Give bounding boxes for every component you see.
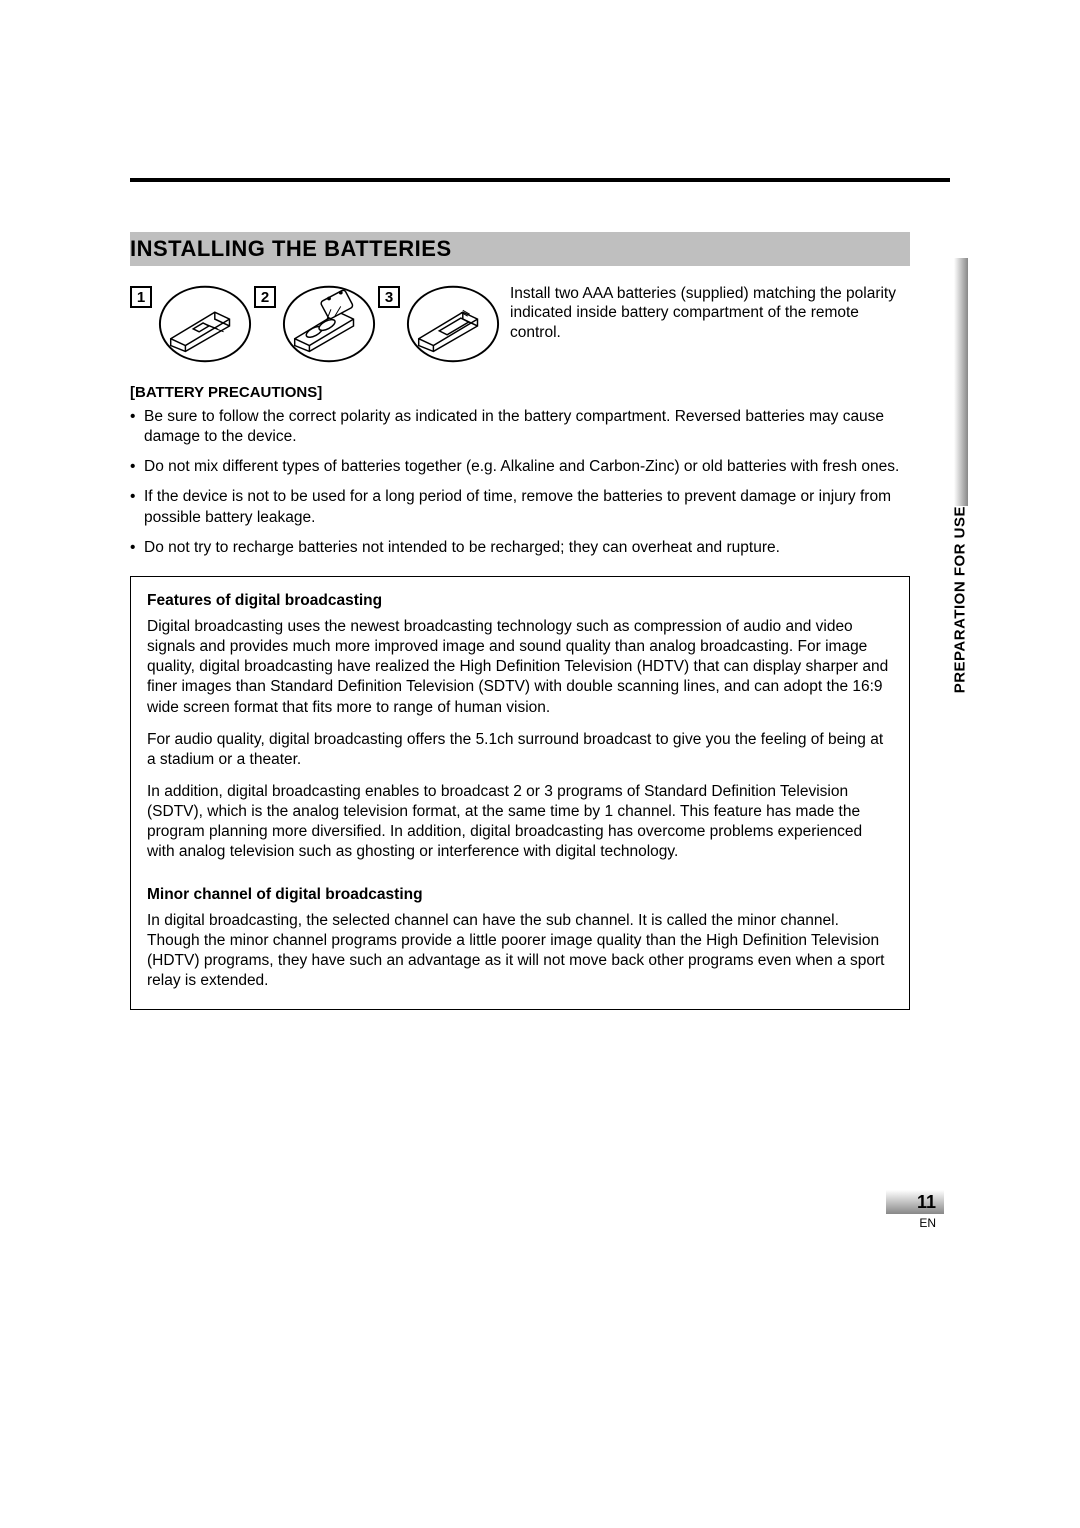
section-header: INSTALLING THE BATTERIES [130, 232, 910, 266]
remote-diagram-3-icon [404, 284, 502, 364]
language-code: EN [886, 1216, 944, 1230]
precautions-heading: [BATTERY PRECAUTIONS] [130, 384, 940, 401]
step-number: 1 [137, 289, 145, 306]
features-heading-1: Features of digital broadcasting [147, 591, 893, 611]
step-number: 2 [261, 289, 269, 306]
step-3: 3 [378, 284, 502, 364]
section-title: INSTALLING THE BATTERIES [130, 236, 910, 262]
page-content: INSTALLING THE BATTERIES 1 [130, 178, 940, 1010]
features-heading-2: Minor channel of digital broadcasting [147, 885, 893, 905]
features-paragraph: Digital broadcasting uses the newest bro… [147, 617, 893, 718]
intro-text: Install two AAA batteries (supplied) mat… [502, 284, 910, 364]
step-number: 3 [385, 289, 393, 306]
features-paragraph: For audio quality, digital broadcasting … [147, 730, 893, 770]
side-section-label: PREPARATION FOR USE [951, 506, 968, 693]
step-number-box: 1 [130, 286, 152, 308]
side-gradient [954, 258, 968, 506]
step-number-box: 2 [254, 286, 276, 308]
features-paragraph: In digital broadcasting, the selected ch… [147, 911, 893, 992]
battery-diagrams: 1 2 [130, 284, 502, 364]
page-number-box: 11 [886, 1190, 944, 1214]
remote-diagram-1-icon [156, 284, 254, 364]
top-rule [130, 178, 950, 182]
page-footer: 11 EN [886, 1190, 944, 1230]
intro-row: 1 2 [130, 284, 910, 364]
list-item: If the device is not to be used for a lo… [130, 487, 910, 527]
features-box: Features of digital broadcasting Digital… [130, 576, 910, 1010]
list-item: Do not try to recharge batteries not int… [130, 538, 910, 558]
features-paragraph: In addition, digital broadcasting enable… [147, 782, 893, 863]
side-tab: PREPARATION FOR USE [936, 258, 968, 506]
remote-diagram-2-icon [280, 284, 378, 364]
precautions-list: Be sure to follow the correct polarity a… [130, 407, 910, 558]
page-number: 11 [917, 1192, 936, 1213]
list-item: Do not mix different types of batteries … [130, 457, 910, 477]
step-2: 2 [254, 284, 378, 364]
list-item: Be sure to follow the correct polarity a… [130, 407, 910, 447]
step-1: 1 [130, 284, 254, 364]
step-number-box: 3 [378, 286, 400, 308]
